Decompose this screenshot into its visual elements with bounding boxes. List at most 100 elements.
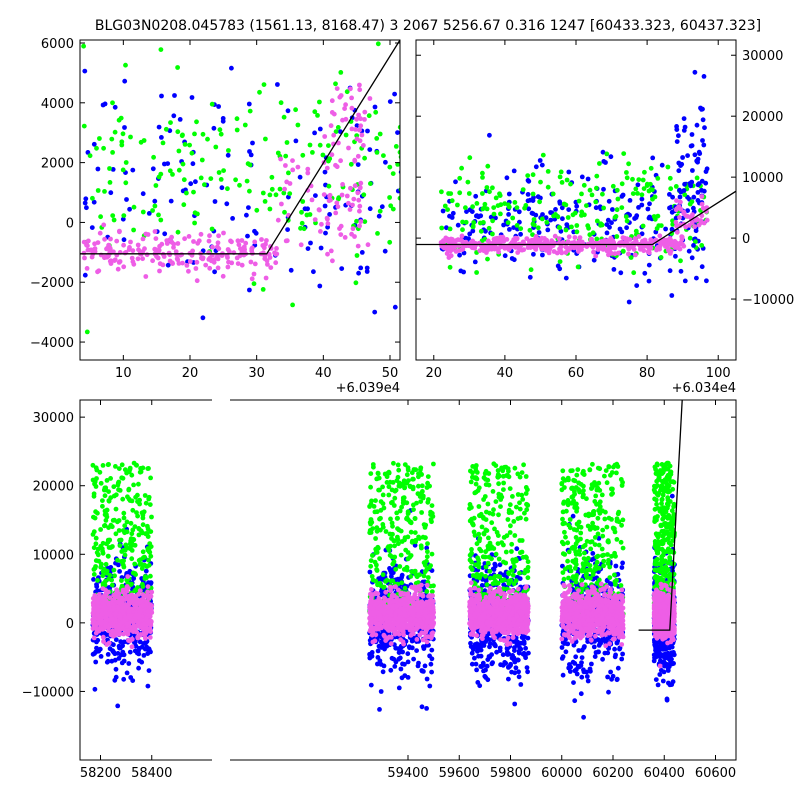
data-point bbox=[348, 86, 353, 92]
data-point bbox=[175, 65, 181, 70]
data-point bbox=[82, 272, 88, 278]
data-point bbox=[674, 139, 680, 145]
data-point bbox=[147, 502, 153, 507]
data-point bbox=[511, 237, 517, 243]
data-point bbox=[391, 460, 396, 466]
data-point bbox=[218, 131, 224, 137]
data-point bbox=[669, 293, 675, 298]
data-point bbox=[267, 192, 273, 198]
data-point bbox=[692, 224, 697, 230]
data-point bbox=[395, 130, 400, 136]
data-point bbox=[375, 661, 380, 667]
data-point bbox=[607, 224, 612, 230]
data-point bbox=[302, 206, 308, 212]
data-point bbox=[411, 585, 417, 591]
data-point bbox=[262, 256, 268, 262]
data-point bbox=[654, 226, 660, 231]
data-point bbox=[470, 228, 476, 234]
data-point bbox=[138, 469, 144, 475]
data-point bbox=[400, 617, 406, 623]
data-point bbox=[459, 165, 464, 171]
data-point bbox=[322, 134, 328, 139]
data-point bbox=[354, 253, 360, 258]
data-point bbox=[282, 186, 287, 192]
data-point bbox=[215, 256, 221, 262]
data-point bbox=[251, 271, 257, 277]
data-point bbox=[117, 645, 122, 651]
data-point bbox=[121, 510, 127, 516]
data-point bbox=[115, 557, 120, 563]
data-point bbox=[148, 544, 154, 549]
data-points bbox=[81, 41, 400, 335]
data-point bbox=[658, 223, 664, 229]
data-point bbox=[600, 149, 606, 155]
data-point bbox=[690, 168, 695, 173]
data-point bbox=[469, 245, 475, 251]
data-point bbox=[344, 89, 350, 95]
data-point bbox=[530, 172, 536, 178]
data-point bbox=[627, 198, 633, 203]
data-point bbox=[127, 546, 133, 551]
data-point bbox=[687, 235, 693, 241]
data-point bbox=[104, 659, 110, 665]
data-point bbox=[394, 478, 400, 483]
data-point bbox=[358, 116, 363, 122]
data-point bbox=[565, 239, 571, 245]
data-point bbox=[324, 165, 330, 171]
data-point bbox=[139, 249, 145, 255]
data-point bbox=[144, 627, 150, 633]
data-point bbox=[84, 329, 90, 335]
data-point bbox=[114, 238, 120, 244]
data-point bbox=[356, 197, 362, 203]
data-point bbox=[690, 212, 695, 218]
data-point bbox=[101, 566, 107, 572]
data-point bbox=[383, 589, 389, 595]
data-point bbox=[563, 244, 569, 250]
data-point bbox=[247, 287, 252, 293]
data-point bbox=[333, 81, 338, 87]
data-point bbox=[411, 569, 416, 574]
data-point bbox=[497, 191, 502, 197]
data-point bbox=[190, 161, 196, 167]
data-point bbox=[114, 590, 120, 595]
data-point bbox=[141, 621, 147, 627]
data-point bbox=[695, 156, 701, 162]
data-point bbox=[265, 262, 270, 267]
data-point bbox=[528, 245, 533, 251]
data-point bbox=[305, 170, 311, 176]
data-point bbox=[153, 183, 159, 188]
data-point bbox=[152, 203, 158, 209]
data-point bbox=[681, 210, 687, 216]
data-point bbox=[530, 191, 536, 197]
data-point bbox=[317, 142, 323, 148]
data-point bbox=[99, 626, 105, 632]
data-point bbox=[355, 190, 361, 196]
data-point bbox=[511, 168, 517, 174]
data-point bbox=[242, 122, 248, 128]
data-point bbox=[338, 93, 344, 98]
data-point bbox=[450, 244, 456, 250]
data-point bbox=[164, 238, 170, 244]
data-point bbox=[112, 677, 118, 683]
data-point bbox=[367, 530, 373, 536]
data-point bbox=[530, 221, 536, 227]
data-point bbox=[460, 219, 465, 225]
data-point bbox=[667, 175, 673, 181]
data-point bbox=[482, 205, 487, 210]
data-point bbox=[355, 243, 361, 249]
y-tick-label: −10000 bbox=[742, 293, 794, 308]
data-point bbox=[652, 216, 658, 222]
data-point bbox=[374, 528, 380, 534]
data-point bbox=[551, 249, 557, 254]
data-point bbox=[448, 248, 453, 254]
data-point bbox=[614, 187, 620, 193]
data-point bbox=[506, 212, 511, 217]
data-point bbox=[518, 231, 523, 237]
data-point bbox=[535, 225, 541, 231]
data-point bbox=[119, 578, 124, 583]
data-point bbox=[381, 610, 387, 615]
data-point bbox=[388, 543, 393, 549]
data-point bbox=[419, 545, 424, 551]
data-point bbox=[478, 228, 484, 234]
data-point bbox=[408, 519, 414, 525]
